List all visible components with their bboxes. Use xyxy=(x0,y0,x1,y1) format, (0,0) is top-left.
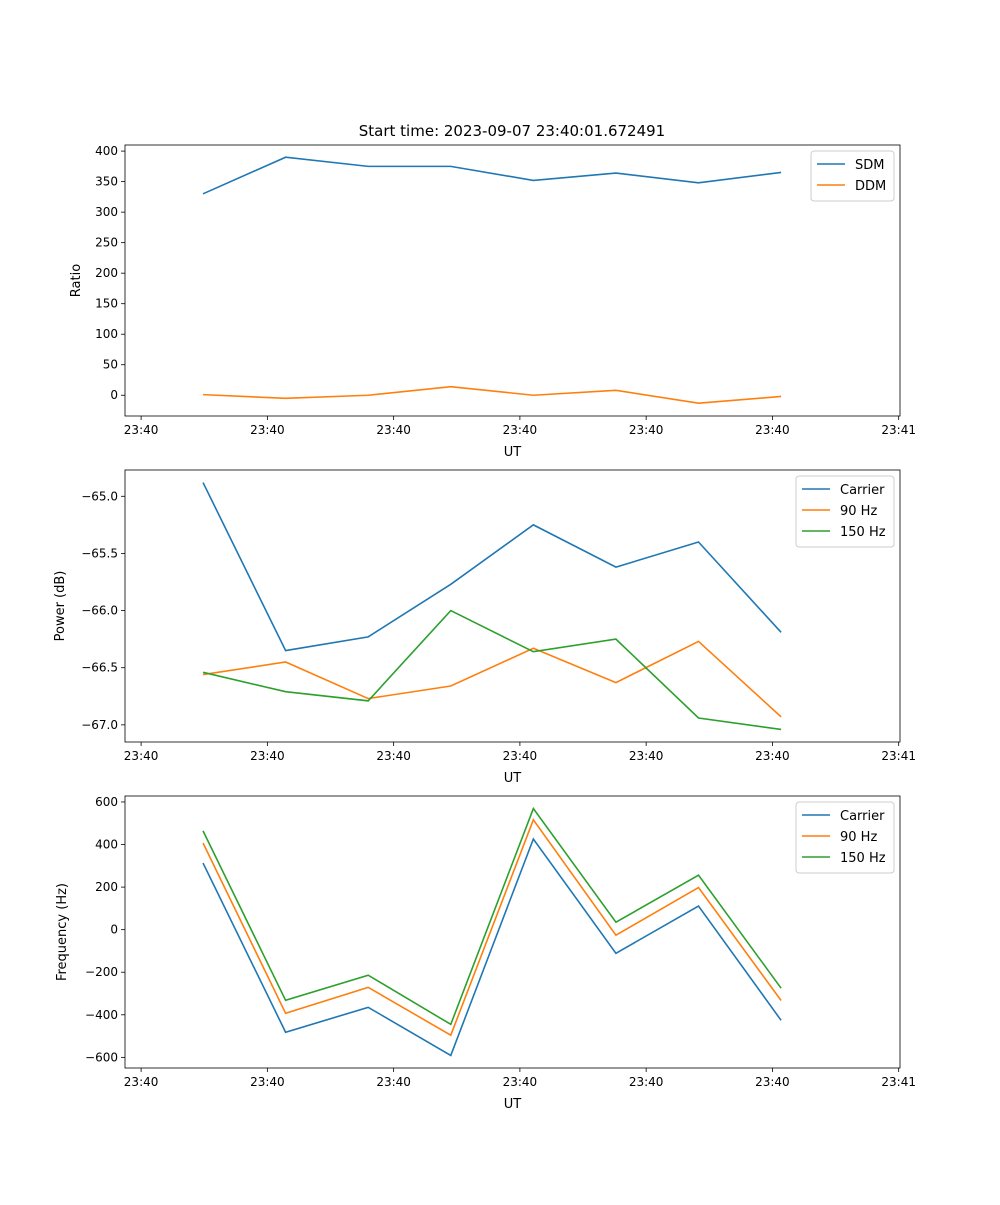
x-tick-label: 23:40 xyxy=(250,423,285,437)
x-tick-label: 23:40 xyxy=(124,423,159,437)
y-tick-label: 400 xyxy=(95,838,118,852)
x-axis-label: UT xyxy=(504,1097,522,1112)
y-tick-label: −600 xyxy=(85,1050,118,1064)
y-tick-label: −65.0 xyxy=(81,489,118,503)
series-line-90-hz xyxy=(202,640,782,718)
x-tick-label: 23:40 xyxy=(376,1075,411,1089)
y-tick-label: −65.5 xyxy=(81,546,118,560)
x-tick-label: 23:41 xyxy=(881,1075,916,1089)
y-axis-label: Ratio xyxy=(69,264,84,297)
y-tick-label: 200 xyxy=(95,880,118,894)
series-line-sdm xyxy=(202,156,782,195)
x-axis-label: UT xyxy=(504,771,522,786)
chart-title: Start time: 2023-09-07 23:40:01.672491 xyxy=(359,122,665,140)
subplot-2: 23:40 23:40 23:40 23:40 23:40 23:40 23:41 −65.0… xyxy=(53,469,916,786)
y-tick-label: 150 xyxy=(95,297,118,311)
x-tick-label: 23:40 xyxy=(503,423,538,437)
y-tick-label: 200 xyxy=(95,266,118,280)
legend: SDM DDM xyxy=(810,150,895,202)
legend-label: Carrier xyxy=(840,483,885,498)
axes-frame xyxy=(124,469,901,743)
series-line-carrier xyxy=(202,482,782,652)
legend-label: 150 Hz xyxy=(840,525,886,540)
series-line-90-hz xyxy=(202,818,782,1037)
x-tick-label: 23:40 xyxy=(250,749,285,763)
x-tick-label: 23:40 xyxy=(629,1075,664,1089)
x-axis-label: UT xyxy=(504,445,522,460)
x-tick-label: 23:41 xyxy=(881,423,916,437)
series-line-150-hz xyxy=(202,609,782,731)
legend: Carrier 90 Hz 150 Hz xyxy=(795,475,895,548)
x-tick-label: 23:40 xyxy=(503,1075,538,1089)
series-line-ddm xyxy=(203,385,782,404)
legend-label: 150 Hz xyxy=(840,851,886,866)
subplot-1: 23:40 23:40 23:40 23:40 23:40 23:40 23:41 0 50 10… xyxy=(69,144,916,460)
legend-label: Carrier xyxy=(840,809,885,824)
y-tick-label: −200 xyxy=(85,965,118,979)
x-tick-label: 23:40 xyxy=(503,749,538,763)
x-tick-label: 23:40 xyxy=(376,749,411,763)
legend-box xyxy=(795,801,895,874)
x-tick-label: 23:40 xyxy=(376,423,411,437)
y-tick-label: −67.0 xyxy=(81,718,118,732)
x-tick-label: 23:40 xyxy=(250,1075,285,1089)
y-axis-label: Power (dB) xyxy=(53,571,68,642)
x-tick-label: 23:40 xyxy=(755,749,790,763)
y-tick-label: 300 xyxy=(95,205,118,219)
legend: Carrier 90 Hz 150 Hz xyxy=(795,801,895,874)
legend-label: 90 Hz xyxy=(840,830,877,845)
axes-frame xyxy=(124,795,901,1069)
legend-label: DDM xyxy=(855,179,886,194)
y-tick-label: 250 xyxy=(95,236,118,250)
x-tick-label: 23:40 xyxy=(755,1075,790,1089)
y-tick-label: 50 xyxy=(103,358,118,372)
y-tick-label: 350 xyxy=(95,175,118,189)
y-tick-label: 0 xyxy=(110,388,118,402)
legend-box xyxy=(795,475,895,548)
x-tick-label: 23:40 xyxy=(629,749,664,763)
x-tick-label: 23:40 xyxy=(124,749,159,763)
legend-label: SDM xyxy=(855,158,884,173)
y-tick-label: −400 xyxy=(85,1008,118,1022)
series-line-150-hz xyxy=(202,806,782,1026)
axes-frame xyxy=(124,144,901,417)
series-line-carrier xyxy=(202,837,782,1057)
y-tick-label: 600 xyxy=(95,795,118,809)
legend-label: 90 Hz xyxy=(840,504,877,519)
y-tick-label: 100 xyxy=(95,327,118,341)
y-tick-label: 0 xyxy=(110,923,118,937)
y-tick-label: −66.5 xyxy=(81,661,118,675)
y-tick-label: 400 xyxy=(95,144,118,158)
y-tick-label: −66.0 xyxy=(81,604,118,618)
x-tick-label: 23:40 xyxy=(755,423,790,437)
subplot-3: 23:40 23:40 23:40 23:40 23:40 23:40 23:41 −600 −… xyxy=(55,795,916,1112)
x-tick-label: 23:41 xyxy=(881,749,916,763)
x-tick-label: 23:40 xyxy=(124,1075,159,1089)
x-tick-label: 23:40 xyxy=(629,423,664,437)
y-axis-label: Frequency (Hz) xyxy=(55,883,70,981)
